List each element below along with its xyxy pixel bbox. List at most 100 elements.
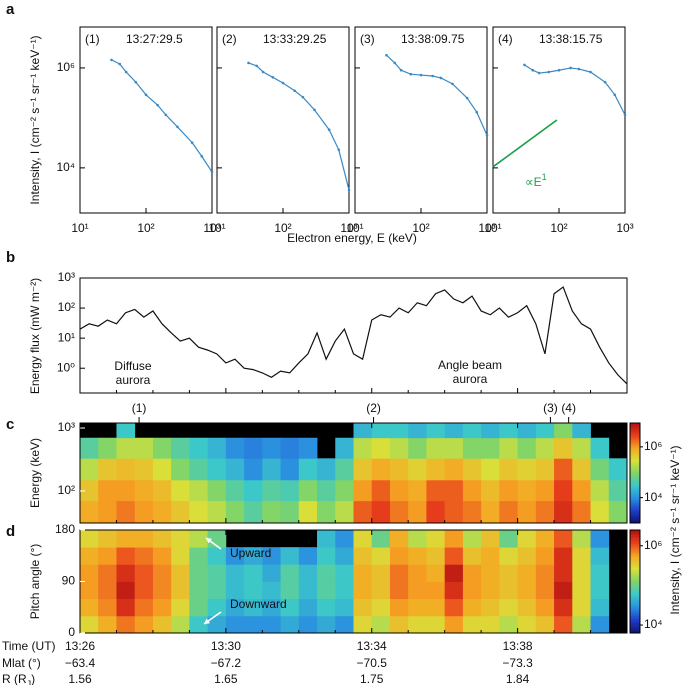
colorbar-step <box>630 439 640 442</box>
colorbar-step <box>630 428 640 430</box>
heatmap-cell <box>262 547 281 565</box>
heatmap-cell <box>590 530 610 548</box>
heatmap-cell <box>207 564 227 582</box>
heatmap-cell <box>134 547 154 565</box>
colorbar-step <box>630 591 640 594</box>
heatmap-cell <box>481 500 500 524</box>
heatmap-cell <box>572 564 591 582</box>
heatmap-cell <box>554 598 573 617</box>
heatmap-cell <box>262 437 281 459</box>
heatmap-cell <box>426 564 446 582</box>
heatmap-cell <box>462 423 482 439</box>
y-tick-label: 90 <box>62 574 76 588</box>
heatmap-cell <box>317 500 336 524</box>
heatmap-cell <box>572 479 591 502</box>
event-label: (1) <box>132 401 147 415</box>
heatmap-cell <box>80 547 99 565</box>
heatmap-cell <box>280 458 300 481</box>
heatmap-cell <box>371 598 391 617</box>
colorbar-step <box>630 596 640 599</box>
heatmap-cell <box>462 547 482 565</box>
heatmap-cell <box>134 458 154 481</box>
heatmap-cell <box>371 458 391 481</box>
y-axis-label: Intensity, I (cm⁻² s⁻¹ sr⁻¹ keV⁻¹) <box>28 35 42 204</box>
colorbar-step <box>630 488 640 490</box>
colorbar-step <box>630 547 640 550</box>
annotation: Diffuse <box>114 359 151 373</box>
heatmap-cell <box>444 530 464 548</box>
heatmap-cell <box>535 437 555 459</box>
heatmap-cell <box>280 581 300 600</box>
heatmap-cell <box>134 598 154 617</box>
heatmap-cell <box>317 458 336 481</box>
colorbar-step <box>630 451 640 454</box>
heatmap-cell <box>189 564 209 582</box>
colorbar-step <box>630 484 640 487</box>
heatmap-cell <box>207 598 227 617</box>
heatmap-cell <box>280 598 300 617</box>
heatmap-cell <box>298 500 318 524</box>
heatmap-cell <box>590 437 610 459</box>
colorbar-step <box>630 448 640 450</box>
plot-frame <box>354 26 488 214</box>
heatmap-cell <box>462 598 482 617</box>
heatmap-cell <box>389 458 409 481</box>
heatmap-cell <box>371 581 391 600</box>
heatmap-cell <box>335 581 354 600</box>
heatmap-cell <box>462 581 482 600</box>
row-label: R (RJ) <box>2 672 35 685</box>
heatmap-cell <box>481 479 500 502</box>
heatmap-cell <box>152 479 172 502</box>
heatmap-cell <box>590 500 610 524</box>
heatmap-cell <box>80 564 99 582</box>
heatmap-cell <box>171 598 190 617</box>
heatmap-cell <box>262 581 281 600</box>
colorbar-step <box>630 627 640 630</box>
heatmap-cell <box>499 423 518 439</box>
colorbar-step <box>630 449 640 452</box>
heatmap-cell <box>134 479 154 502</box>
subplot-time: 13:38:15.75 <box>539 32 603 46</box>
heatmap-cell <box>80 500 99 524</box>
heatmap-cell <box>298 581 318 600</box>
heatmap-cell <box>171 564 190 582</box>
heatmap-cell <box>171 581 190 600</box>
colorbar-step <box>630 459 640 462</box>
colorbar-step <box>630 629 640 632</box>
heatmap-cell <box>317 547 336 565</box>
subplot-time: 13:27:29.5 <box>126 32 183 46</box>
colorbar-step <box>630 476 640 479</box>
colorbar-step <box>630 533 640 536</box>
heatmap-cell <box>225 500 245 524</box>
colorbar-frame <box>629 422 641 524</box>
heatmap-cell <box>353 615 373 634</box>
heatmap-cell <box>371 479 391 502</box>
heatmap-cell <box>408 547 427 565</box>
heatmap-cell <box>335 615 354 634</box>
spectrum-line <box>523 63 627 117</box>
heatmap-cell <box>481 581 500 600</box>
heatmap-cell <box>572 530 591 548</box>
colorbar-step <box>630 519 640 522</box>
colorbar-step <box>630 489 640 492</box>
y-tick-label: 0 <box>68 625 75 639</box>
heatmap-cell <box>353 437 373 459</box>
heatmap-cell <box>535 500 555 524</box>
colorbar-step <box>630 443 640 445</box>
heatmap-cell <box>517 437 537 459</box>
heatmap-cell <box>244 479 263 502</box>
heatmap-cell <box>335 479 354 502</box>
heatmap-cell <box>535 479 555 502</box>
heatmap-cell <box>207 500 227 524</box>
heatmap-cell <box>317 564 336 582</box>
colorbar-step <box>630 518 640 520</box>
colorbar-step <box>630 474 640 477</box>
heatmap-cell <box>426 598 446 617</box>
colorbar-step <box>630 521 640 524</box>
heatmap-cell <box>116 530 136 548</box>
heatmap-cell <box>408 581 427 600</box>
colorbar-step <box>630 458 640 460</box>
colorbar-step <box>630 617 640 620</box>
r-value: 1.56 <box>68 672 92 685</box>
heatmap-cell <box>444 500 464 524</box>
